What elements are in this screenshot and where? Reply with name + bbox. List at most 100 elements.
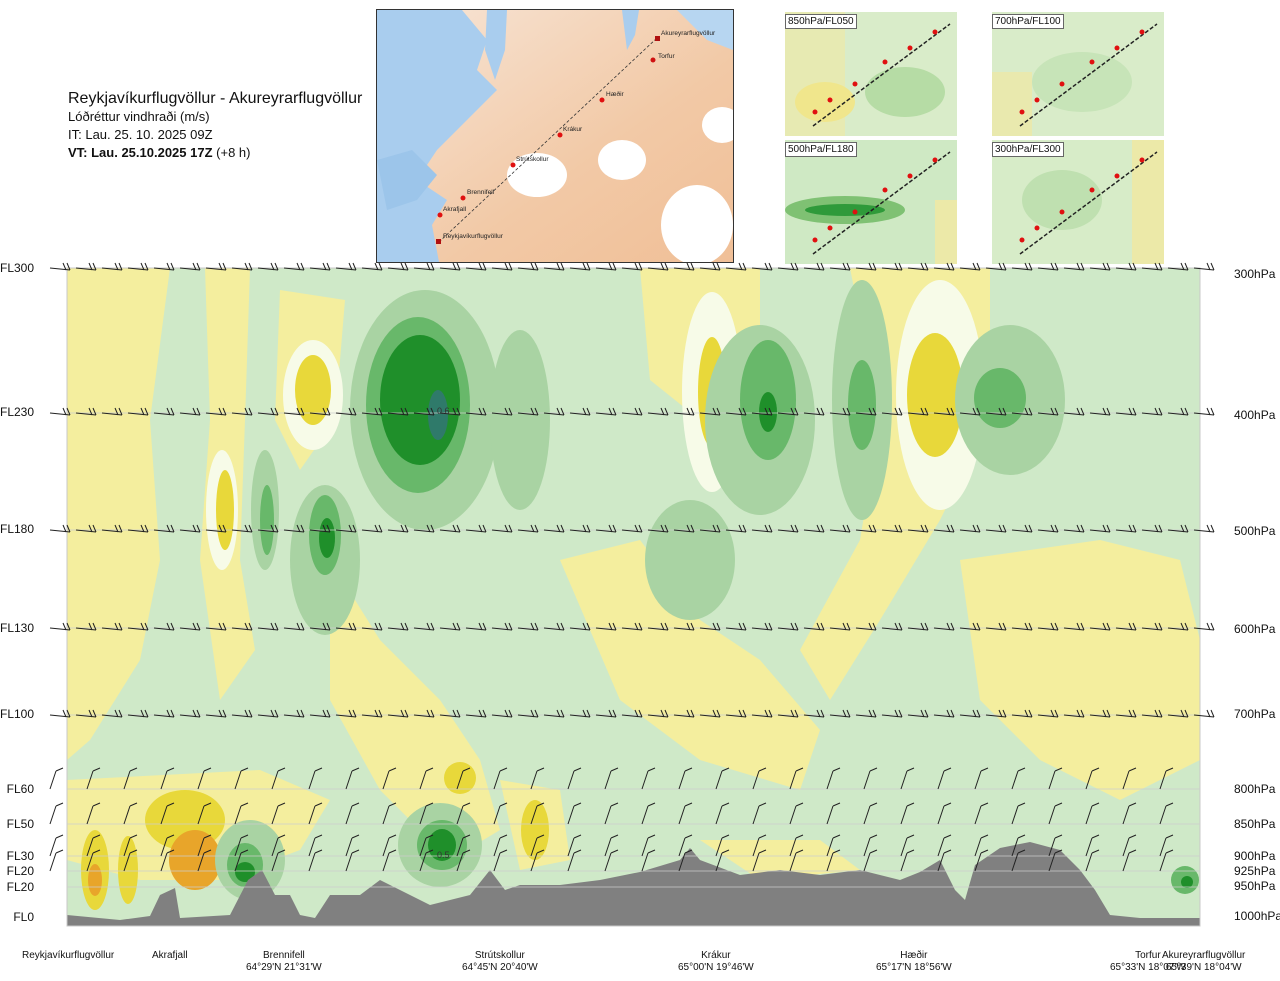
wind-barb — [1167, 524, 1189, 533]
wind-barb — [1159, 849, 1174, 872]
wind-barb — [725, 622, 747, 631]
wind-barb — [641, 849, 656, 872]
fl-label: FL0 — [13, 910, 34, 924]
wind-barb — [75, 262, 97, 271]
thumbnail-map — [992, 140, 1164, 264]
wind-barb — [567, 767, 582, 790]
wind-barb — [863, 834, 878, 857]
wind-barb — [604, 767, 619, 790]
wind-barb — [413, 524, 435, 533]
fjord-north — [485, 10, 507, 80]
wind-barb — [803, 524, 825, 533]
wind-barb — [1063, 407, 1085, 416]
wind-barb — [413, 709, 435, 718]
wind-barb — [725, 709, 747, 718]
thumbnail-label: 850hPa/FL050 — [785, 14, 857, 29]
wind-barb — [231, 262, 253, 271]
wind-barb — [937, 802, 952, 825]
wind-barb — [517, 524, 539, 533]
wind-barb — [855, 524, 877, 533]
wind-barb — [197, 849, 212, 872]
wind-barb — [257, 709, 279, 718]
wind-barb — [829, 622, 851, 631]
route-map-svg: Akureyrarflugvöllur Torfur Hæðir Krákur … — [377, 10, 733, 262]
wind-barb — [49, 849, 64, 872]
wind-barb — [257, 524, 279, 533]
wind-barb — [881, 262, 903, 271]
waypoint-label: Akureyrarflugvöllur — [661, 30, 716, 37]
wind-barb — [855, 709, 877, 718]
wind-barb — [1085, 849, 1100, 872]
wind-barb — [127, 524, 149, 533]
wind-barb — [567, 802, 582, 825]
wind-barb — [567, 849, 582, 872]
waypoint-marker — [650, 57, 656, 63]
wind-barb — [1037, 262, 1059, 271]
wind-barb — [789, 802, 804, 825]
wind-barb — [673, 622, 695, 631]
wind-barb — [283, 262, 305, 271]
wind-barb — [803, 262, 825, 271]
wind-barb — [197, 802, 212, 825]
wind-barb — [900, 834, 915, 857]
wind-barb — [855, 262, 877, 271]
wind-barb — [752, 849, 767, 872]
wind-barb — [271, 767, 286, 790]
thumbnail-500hpa[interactable]: 500hPa/FL180 — [785, 140, 957, 264]
wind-barb — [678, 767, 693, 790]
wind-barb — [789, 767, 804, 790]
wind-barb — [101, 709, 123, 718]
wind-barb — [543, 622, 565, 631]
wind-barb — [1089, 709, 1111, 718]
wind-barb — [1089, 407, 1111, 416]
wind-barb — [699, 524, 721, 533]
fl-label: FL130 — [0, 621, 35, 635]
wind-barb — [673, 407, 695, 416]
wind-barb — [309, 262, 331, 271]
location-label: Krákur 65°00'N 19°46'W — [678, 950, 754, 974]
wind-barb — [725, 407, 747, 416]
wind-barb — [647, 524, 669, 533]
thumbnail-850hpa[interactable]: 850hPa/FL050 — [785, 12, 957, 136]
wind-barb — [517, 622, 539, 631]
wind-barb — [491, 622, 513, 631]
wind-barb — [49, 622, 71, 631]
wind-barb — [789, 849, 804, 872]
wind-barb — [1085, 834, 1100, 857]
wind-barb — [604, 802, 619, 825]
wind-barb — [959, 524, 981, 533]
wind-barb — [678, 834, 693, 857]
fl-label: FL20 — [6, 864, 34, 878]
wind-barb — [309, 622, 331, 631]
wind-barb — [1011, 802, 1026, 825]
wind-barb — [641, 834, 656, 857]
wind-barb — [974, 767, 989, 790]
hpa-label: 800hPa — [1234, 782, 1276, 796]
wind-barb — [160, 849, 175, 872]
wind-barb — [641, 802, 656, 825]
waypoint-marker — [437, 212, 443, 218]
wind-barb — [160, 767, 175, 790]
wind-barb — [1115, 524, 1137, 533]
wind-barb — [1011, 524, 1033, 533]
waypoint-label: Akrafjall — [443, 206, 467, 213]
thumbnail-300hpa[interactable]: 300hPa/FL300 — [992, 140, 1164, 264]
wind-barb — [803, 622, 825, 631]
thumbnail-label: 700hPa/FL100 — [992, 14, 1064, 29]
wind-barb — [123, 849, 138, 872]
wind-barb — [345, 849, 360, 872]
wind-barb — [959, 262, 981, 271]
wind-barb — [1115, 709, 1137, 718]
thumbnail-700hpa[interactable]: 700hPa/FL100 — [992, 12, 1164, 136]
wind-barb — [86, 834, 101, 857]
wind-barb — [387, 262, 409, 271]
wind-barb — [1063, 262, 1085, 271]
wind-barb — [1141, 709, 1163, 718]
wind-barb — [1037, 524, 1059, 533]
wind-barb — [595, 622, 617, 631]
wind-barb — [1167, 262, 1189, 271]
fl-label: FL300 — [0, 261, 35, 275]
wind-barb — [900, 767, 915, 790]
wind-barb — [345, 767, 360, 790]
wind-barb — [959, 709, 981, 718]
